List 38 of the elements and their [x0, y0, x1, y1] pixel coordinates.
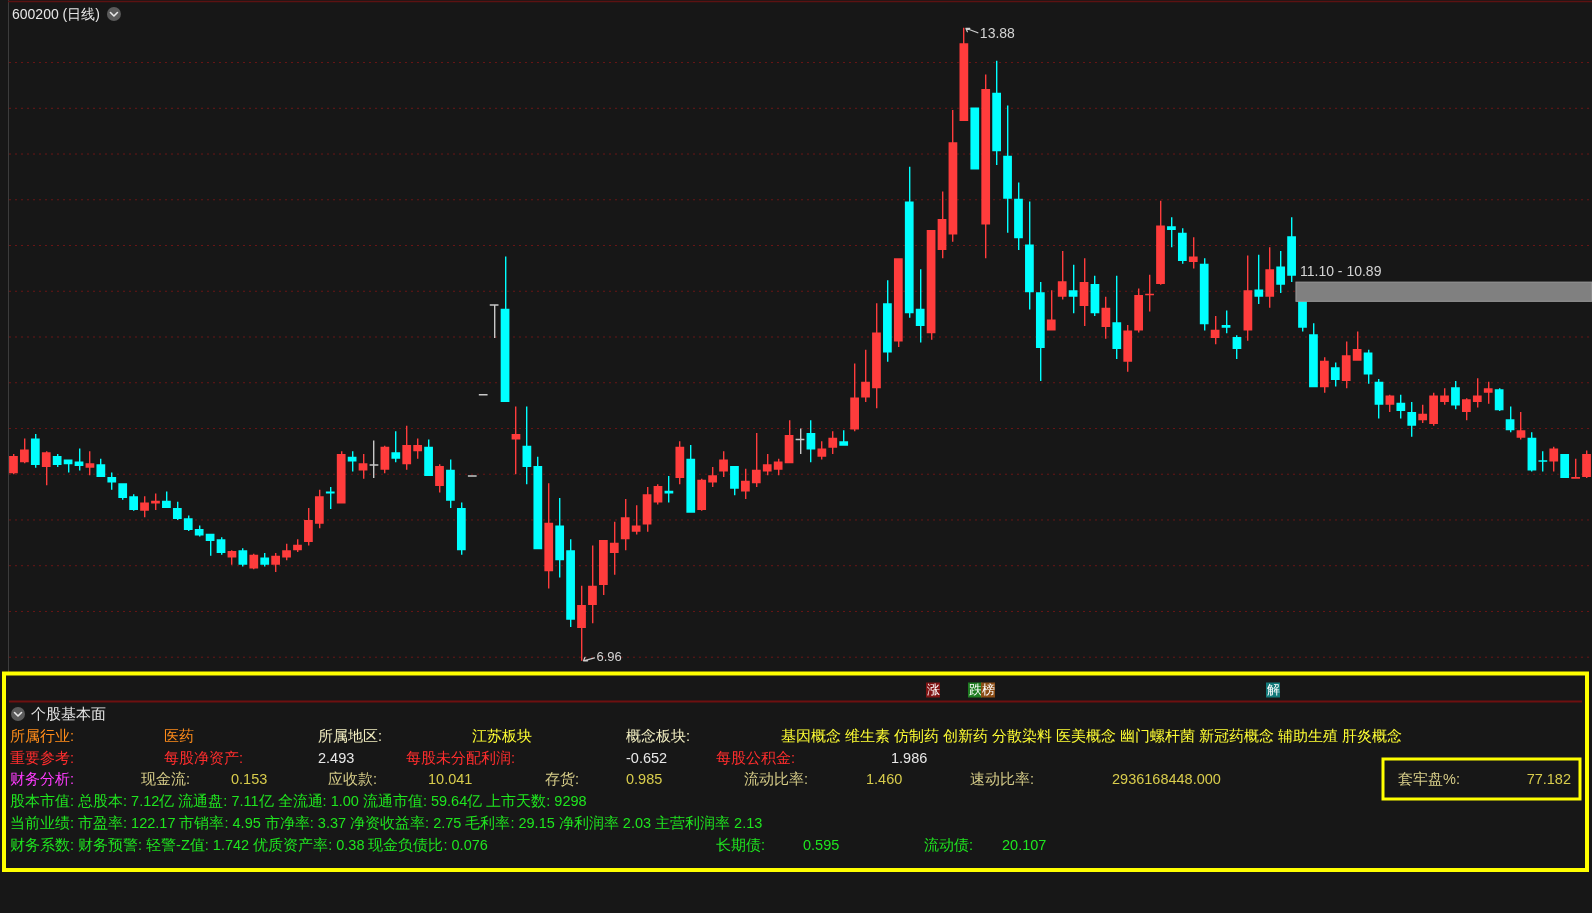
text: 流动比率:: [744, 771, 809, 787]
text: 流动债:: [924, 837, 974, 853]
text: 存货:: [545, 771, 580, 787]
text: 1.986: [891, 749, 928, 766]
text: 财务分析:: [10, 771, 75, 787]
text: 77.182: [1526, 771, 1571, 787]
text: 所属地区:: [318, 728, 383, 744]
text: 现金流:: [141, 771, 191, 787]
text: 应收款:: [328, 771, 378, 787]
text: 每股净资产:: [164, 749, 244, 766]
chart-title: 600200 (日线): [12, 6, 100, 22]
text: 江苏板块: [472, 728, 532, 744]
text: 重要参考:: [10, 749, 75, 766]
annotation: 6.96: [596, 649, 622, 665]
text: 0.595: [803, 837, 840, 853]
text: 基因概念 维生素 仿制药 创新药 分散染料 医美概念 幽门螺杆菌 新冠药概念 辅助生殖 肝炎概念: [781, 728, 1403, 744]
text: 2936168448.000: [1112, 771, 1221, 787]
text: 套牢盘%:: [1398, 771, 1460, 787]
text: 速动比率:: [970, 771, 1035, 787]
text: 2.493: [318, 749, 355, 766]
text: 10.041: [428, 771, 473, 787]
band-label: 11.10 - 10.89: [1299, 263, 1382, 280]
text: 0.153: [231, 771, 268, 787]
text: 每股未分配利润:: [406, 749, 516, 766]
text: 0.985: [626, 771, 663, 787]
text: 概念板块:: [626, 728, 691, 744]
text: 每股公积金:: [716, 749, 796, 766]
text: 股本市值: 总股本: 7.12亿 流通盘: 7.11亿 全流通: 1.00 流通市值: 59.64亿 上市天数: 9298: [10, 793, 587, 809]
text: 长期债:: [716, 837, 766, 853]
text: -0.652: [626, 749, 668, 766]
text: 1.460: [866, 771, 903, 787]
text: 当前业绩: 市盈率: 122.17 市销率: 4.95 市净率: 3.37 净资收益率: 2.75 毛利率: 29.15 净利润率 2.03 主营利润率 2.13: [10, 814, 763, 831]
text: 医药: [164, 728, 194, 744]
text: 所属行业:: [10, 728, 75, 744]
annotation: 13.88: [979, 24, 1016, 41]
text: 财务系数: 财务预警: 轻警-Z值: 1.742 优质资产率: 0.38 现金负债比: 0.076: [10, 837, 488, 853]
text: 个股基本面: [31, 706, 106, 722]
text: 20.107: [1002, 837, 1047, 853]
